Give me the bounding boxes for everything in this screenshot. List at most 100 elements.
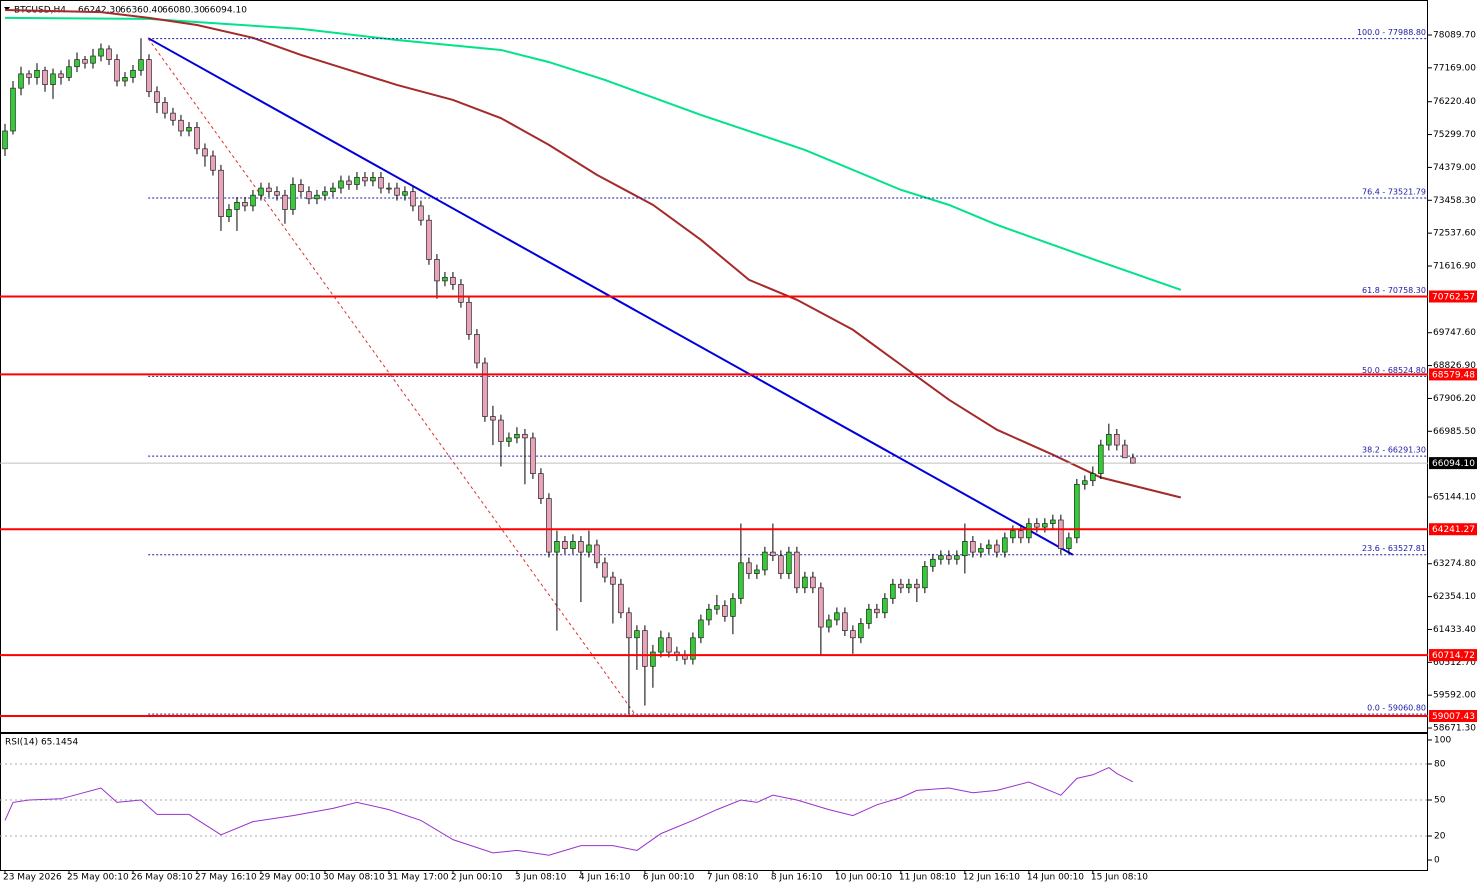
candle-body [658,637,664,653]
y-tick-label: 78089.70 [1433,30,1476,40]
y-tick-label: 68826.90 [1433,361,1476,371]
y-tick-label: 60512.70 [1433,658,1476,668]
y-tick-label: 71616.90 [1433,262,1476,272]
level-label: 64241.27 [1432,525,1475,535]
candle-body [546,498,552,553]
candle-body [938,555,944,560]
candle-body [370,177,376,182]
candle-body [378,177,384,189]
candle-body [354,177,360,185]
candle-body [882,598,888,614]
candle-body [538,473,544,499]
candle-body [690,637,696,660]
level-label-box [1429,710,1477,723]
candle-body [610,576,616,585]
candle-body [794,551,800,589]
rsi-label: RSI(14) 65.1454 [5,738,78,748]
candle-body [954,555,960,560]
candle-body [810,576,816,589]
candle-body [474,334,480,364]
candle-body [618,583,624,614]
candle-body [434,259,440,282]
candle-body [970,541,976,553]
candle-body [178,119,184,132]
candle-body [826,619,832,628]
candle-body [50,73,56,85]
candle-body [914,583,920,589]
candle-body [698,619,704,639]
candle-body [122,77,128,82]
candle-body [946,555,952,560]
candle-body [58,73,64,78]
candle-body [418,205,424,221]
candle-body [442,276,448,282]
x-tick-label: 8 Jun 16:10 [771,873,823,883]
x-tick-label: 7 Jun 08:10 [707,873,759,883]
level-label: 60714.72 [1432,651,1475,661]
x-tick-label: 2 Jun 00:10 [451,873,503,883]
y-tick-label: 65144.10 [1433,493,1476,503]
candle-body [330,187,336,193]
candle-body [786,551,792,574]
candle-body [466,301,472,335]
candle-body [922,566,928,589]
header-arrow [4,7,10,11]
candle-body [1130,457,1136,464]
candle-body [146,59,152,93]
candle-body [602,562,608,578]
y-tick-label: 66985.50 [1433,427,1476,437]
candle-body [1090,473,1096,482]
moving-average [4,8,1182,499]
level-label: 68579.48 [1432,370,1475,380]
x-tick-label: 23 May 2026 [3,873,62,883]
candle-body [714,605,720,610]
candle-body [130,69,136,78]
x-tick-label: 11 Jun 08:10 [899,873,956,883]
candle-body [506,437,512,442]
candle-body [1122,444,1128,459]
candle-body [386,187,392,190]
candle-body [1098,444,1104,474]
candle-body [1066,537,1072,549]
candle-body [642,630,648,667]
candle-body [746,562,752,574]
candle-body [1018,530,1024,539]
candle-body [1058,519,1064,549]
x-tick-label: 4 Jun 16:10 [579,873,631,883]
x-tick-label: 25 May 00:10 [67,873,129,883]
moving-average [4,16,1182,291]
candle-body [1042,523,1048,528]
candle-body [578,541,584,553]
candle-body [890,583,896,599]
x-tick-label: 30 May 08:10 [323,873,385,883]
candle-body [66,66,72,78]
y-tick-label: 58671.30 [1433,724,1476,734]
candle-body [186,127,192,132]
x-tick-label: 14 Jun 00:10 [1027,873,1084,883]
level-label-box [1429,523,1477,536]
header-value: 66242.30 [78,6,121,16]
candle-body [898,583,904,589]
y-tick-label: 75299.70 [1433,130,1476,140]
candle-body [2,130,8,150]
y-tick-label: 61433.40 [1433,625,1476,635]
fib-label: 0.0 - 59060.80 [1367,704,1426,713]
candle-body [1034,523,1040,528]
candle-body [562,541,568,549]
candle-body [490,416,496,421]
candle-body [114,59,120,82]
candle-body [282,194,288,210]
level-label-box [1429,368,1477,381]
candle-body [906,583,912,589]
candle-body [218,169,224,217]
x-tick-label: 12 Jun 16:10 [963,873,1020,883]
x-tick-label: 6 Jun 00:10 [643,873,695,883]
candle-body [82,59,88,64]
candle-body [98,48,104,57]
candle-body [594,544,600,564]
candle-body [1026,523,1032,539]
candle-body [26,73,32,78]
candle-body [74,59,80,68]
